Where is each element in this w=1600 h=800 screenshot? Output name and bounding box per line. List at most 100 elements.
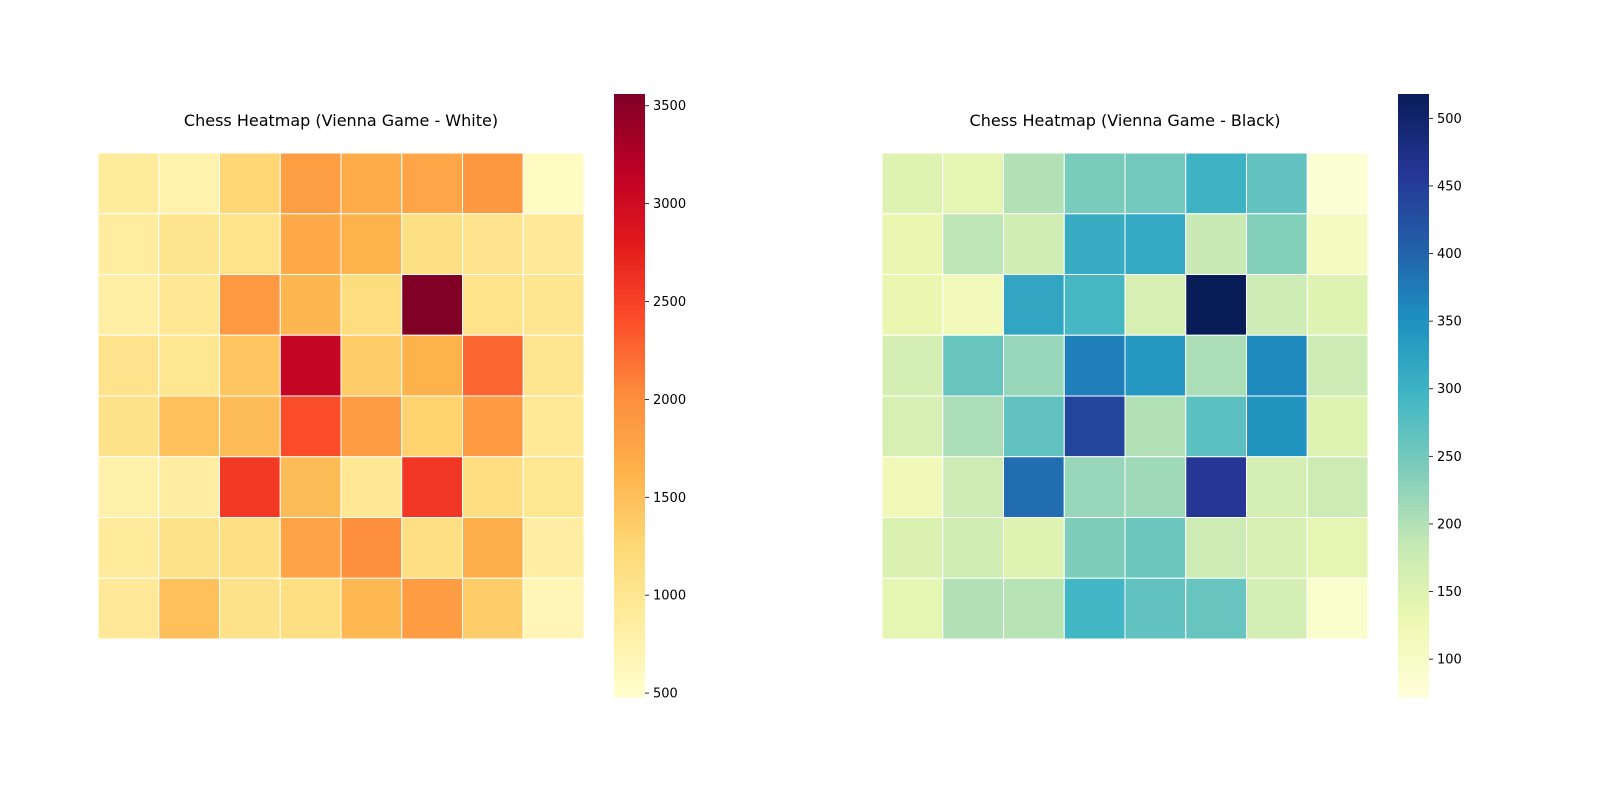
black-colorbar-segment [1398,149,1429,155]
white-colorbar-segment [614,295,645,301]
white-heatmap-cell [401,152,463,215]
white-colorbar-segment [614,541,645,547]
white-colorbar-segment [614,420,645,427]
white-heatmap-cell [279,456,342,518]
black-colorbar-segment [1398,375,1429,382]
black-colorbar-tick-label: 450 [1437,179,1462,194]
white-heatmap-cell [462,517,524,579]
black-colorbar-segment [1398,596,1429,603]
white-colorbar-segment [614,641,645,648]
white-heatmap-cell [97,152,160,215]
white-colorbar-segment [614,204,645,211]
black-heatmap-cell [942,395,1004,458]
black-colorbar-segment [1398,636,1429,643]
black-colorbar-segment [1398,94,1429,100]
white-heatmap-cell [340,577,403,640]
black-heatmap-cell [1063,577,1126,640]
black-colorbar-segment [1398,395,1429,402]
white-colorbar-segment [614,546,645,552]
black-heatmap-cell [1185,213,1247,275]
black-heatmap-cell [942,152,1004,215]
white-colorbar-segment [614,636,645,643]
white-colorbar-segment [614,465,645,472]
white-heatmap-cell [158,334,220,397]
black-heatmap-cell [1003,334,1065,397]
white-colorbar-segment [614,651,645,658]
white-colorbar-segment [614,229,645,236]
black-colorbar-segment [1398,420,1429,427]
white-colorbar-segment [614,184,645,191]
black-colorbar-segment [1398,129,1429,135]
white-colorbar-segment [614,606,645,613]
black-heatmap-panel: Chess Heatmap (Vienna Game - Black) 1001… [881,94,1462,698]
black-heatmap-cell [1124,577,1187,640]
white-heatmap-cell [522,456,585,518]
white-heatmap-cell [97,334,160,397]
white-colorbar-segment [614,445,645,452]
white-colorbar-segment [614,345,645,351]
white-heatmap-cell [340,395,403,458]
white-colorbar-segment [614,300,645,306]
black-heatmap-cell [1306,213,1369,275]
white-colorbar-segment [614,249,645,256]
black-heatmap-cell [1063,213,1126,275]
black-colorbar-segment [1398,455,1429,462]
white-heatmap-cell [401,213,463,275]
white-colorbar-segment [614,194,645,201]
white-colorbar-segment [614,330,645,336]
white-colorbar-segment [614,209,645,216]
black-colorbar-segment [1398,450,1429,457]
white-heatmap-cell [158,274,220,336]
black-colorbar-segment [1398,300,1429,306]
black-colorbar-segment [1398,119,1429,125]
white-colorbar-segment [614,430,645,437]
white-colorbar-segment [614,380,645,387]
black-colorbar-segment [1398,209,1429,216]
white-colorbar-segment [614,360,645,366]
white-heatmap-cell [97,577,160,640]
white-colorbar-tick-label: 1000 [653,589,686,604]
black-heatmap-grid [881,152,1369,640]
black-colorbar: 100 150 200 250 300 350 400 450 500 [1398,94,1462,698]
white-colorbar-segment [614,355,645,361]
white-colorbar-segment [614,149,645,155]
black-heatmap-cell [1185,334,1247,397]
white-colorbar-segment [614,526,645,532]
black-colorbar-segment [1398,269,1429,276]
white-heatmap-cell [462,395,524,458]
black-heatmap-cell [1003,152,1065,215]
white-colorbar-segment [614,435,645,442]
black-colorbar-segment [1398,581,1429,588]
black-colorbar-segment [1398,315,1429,321]
black-colorbar-tick-label: 350 [1437,315,1462,330]
white-heatmap-cell [219,334,281,397]
black-heatmap-title: Chess Heatmap (Vienna Game - Black) [970,111,1281,130]
white-colorbar-segment [614,511,645,517]
black-heatmap-cell [1306,395,1369,458]
white-colorbar-segment [614,671,645,678]
black-colorbar-segment [1398,365,1429,371]
black-heatmap-cell [1003,577,1065,640]
white-colorbar-segment [614,199,645,206]
white-colorbar-segment [614,189,645,196]
black-colorbar-segment [1398,295,1429,301]
black-heatmap-cell [1124,334,1187,397]
black-colorbar-segment [1398,616,1429,623]
black-colorbar-segment [1398,465,1429,472]
black-colorbar-segment [1398,355,1429,361]
black-colorbar-tick-label: 100 [1437,653,1462,668]
white-colorbar-segment [614,350,645,356]
white-colorbar-segment [614,631,645,638]
black-colorbar-segment [1398,576,1429,583]
black-colorbar-segment [1398,114,1429,120]
white-heatmap-cell [401,334,463,397]
white-heatmap-cell [97,517,160,579]
black-heatmap-cell [881,274,944,336]
black-colorbar-segment [1398,109,1429,115]
black-heatmap-cell [1124,152,1187,215]
white-colorbar-segment [614,475,645,482]
white-colorbar-segment [614,244,645,251]
white-heatmap-cell [279,334,342,397]
white-colorbar-segment [614,536,645,542]
black-colorbar-segment [1398,521,1429,527]
